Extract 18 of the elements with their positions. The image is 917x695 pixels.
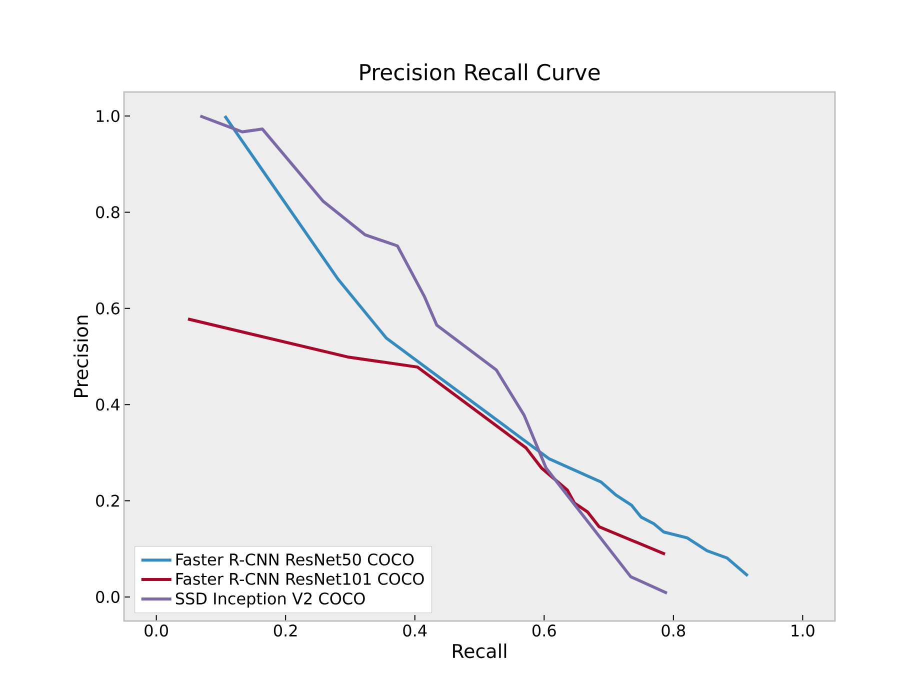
y-tick-label: 0.2 — [96, 494, 119, 507]
legend-label: Faster R-CNN ResNet50 COCO — [176, 553, 414, 566]
y-tick-label: 0.0 — [96, 590, 120, 603]
x-tick-label: 0.8 — [662, 624, 686, 637]
y-tick-label: 0.4 — [96, 398, 120, 411]
x-tick-label: 1.0 — [792, 624, 814, 637]
x-tick-label: 0.6 — [532, 624, 556, 637]
x-axis-title: Recall — [453, 643, 506, 658]
legend-label: SSD Inception V2 COCO — [176, 592, 365, 608]
x-tick-label: 0.4 — [403, 624, 427, 637]
y-axis-title: Precision — [73, 316, 88, 398]
legend-label: Faster R-CNN ResNet101 COCO — [176, 572, 424, 585]
y-tick-label: 1.0 — [96, 110, 120, 122]
y-tick-label: 0.8 — [96, 206, 120, 218]
chart-title: Precision Recall Curve — [360, 63, 600, 80]
x-tick-label: 0.2 — [274, 624, 297, 637]
y-tick-label: 0.6 — [96, 302, 120, 314]
x-tick-label: 0.0 — [144, 624, 168, 637]
